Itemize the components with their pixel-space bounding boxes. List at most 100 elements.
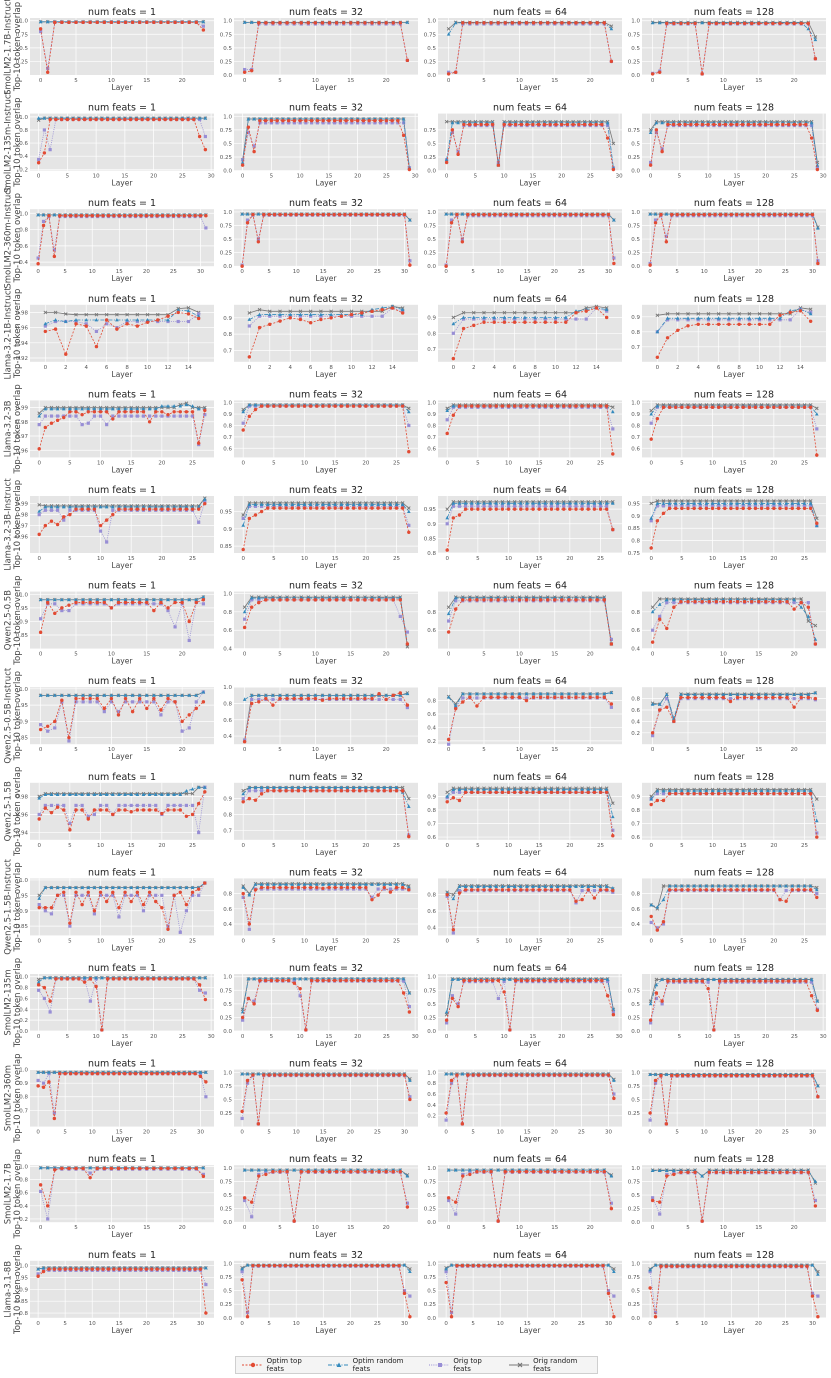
data-point: [799, 212, 804, 217]
x-tick-label: 0: [39, 78, 43, 84]
data-point: [778, 600, 782, 604]
data-point: [81, 696, 85, 701]
data-point: [689, 122, 693, 127]
data-point: [661, 798, 666, 803]
data-point: [62, 515, 66, 519]
data-point: [476, 404, 480, 408]
subplot-title: num feats = 64: [493, 103, 567, 114]
data-point: [98, 529, 103, 533]
data-point: [809, 136, 814, 140]
data-point: [249, 68, 254, 73]
data-point: [563, 315, 568, 319]
y-tick-label: 0.9: [19, 909, 28, 915]
data-point: [655, 313, 660, 318]
data-point: [700, 600, 704, 604]
data-point: [302, 506, 307, 510]
data-point: [36, 262, 40, 266]
data-point: [764, 21, 768, 26]
data-point: [611, 427, 615, 431]
data-point: [729, 791, 733, 796]
data-point: [256, 240, 261, 244]
data-point: [558, 212, 562, 217]
data-point: [729, 122, 733, 127]
data-point: [80, 803, 84, 808]
x-tick-label: 15: [143, 78, 150, 84]
data-point: [677, 122, 682, 127]
x-tick-label: 25: [393, 843, 400, 849]
data-point: [290, 789, 294, 793]
data-point: [665, 311, 670, 316]
x-tick-label: 10: [709, 843, 716, 849]
row-ylabel-suffix: Top-10 token overlap: [13, 384, 23, 474]
data-point: [549, 790, 554, 794]
data-point: [86, 421, 90, 425]
data-point: [94, 117, 98, 122]
data-point: [679, 600, 683, 604]
plot-area: [30, 113, 214, 171]
y-tick-label: 0.8: [223, 892, 232, 898]
data-point: [190, 410, 195, 414]
data-point: [313, 696, 318, 701]
data-point: [272, 789, 276, 793]
series-line-optim-top: [244, 22, 408, 73]
data-point: [111, 890, 115, 894]
data-point: [192, 117, 196, 122]
data-point: [450, 128, 455, 132]
x-tick-label: 10: [756, 365, 763, 371]
data-point: [315, 506, 319, 510]
data-point: [68, 828, 72, 832]
data-point: [757, 316, 762, 320]
data-point: [278, 21, 282, 25]
data-point: [178, 890, 182, 894]
data-point: [542, 122, 547, 127]
data-point: [92, 406, 97, 411]
data-point: [784, 791, 788, 796]
data-point: [657, 70, 662, 74]
data-point: [86, 507, 90, 511]
data-point: [792, 122, 797, 127]
y-tick-label: 0.8: [631, 539, 640, 545]
y-tick-label: 0.25: [628, 59, 641, 65]
x-tick-label: 30: [412, 174, 419, 180]
data-point: [602, 598, 607, 602]
data-point: [105, 117, 110, 122]
data-point: [567, 598, 571, 602]
data-point: [747, 316, 752, 320]
data-point: [123, 406, 127, 411]
data-point: [453, 607, 458, 611]
data-point: [543, 507, 548, 511]
x-tick-label: 5: [476, 460, 480, 466]
data-point: [166, 319, 170, 324]
data-point: [62, 893, 66, 897]
x-tick-label: 0: [651, 652, 655, 658]
data-point: [160, 414, 164, 418]
data-point: [386, 212, 390, 217]
data-point: [363, 21, 367, 25]
data-point: [53, 726, 57, 730]
data-point: [246, 125, 251, 129]
data-point: [257, 21, 261, 25]
data-point: [492, 320, 496, 324]
figure-grid: SmolLM2-1.7B-InstructTop-10 token overla…: [4, 0, 827, 1335]
data-point: [588, 122, 593, 127]
subplot-title: num feats = 1: [88, 676, 156, 687]
data-point: [172, 507, 176, 511]
data-point: [334, 21, 339, 25]
data-point: [580, 507, 584, 511]
y-tick-label: 0.4: [631, 719, 640, 725]
data-point: [53, 310, 58, 315]
data-point: [698, 506, 702, 511]
data-point: [341, 598, 346, 602]
data-point: [74, 414, 78, 418]
data-point: [549, 507, 554, 511]
y-tick-label: 0.95: [220, 510, 233, 516]
data-point: [154, 410, 158, 414]
data-point: [519, 404, 523, 408]
data-point: [116, 713, 121, 717]
data-point: [500, 507, 505, 511]
data-point: [319, 312, 323, 316]
data-point: [513, 317, 517, 321]
